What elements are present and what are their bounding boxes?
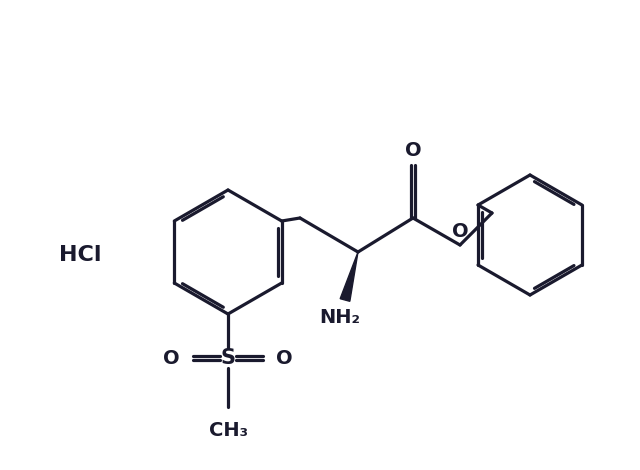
Text: O: O [163, 348, 180, 368]
Text: O: O [276, 348, 292, 368]
Text: NH₂: NH₂ [319, 308, 360, 327]
Text: O: O [452, 222, 468, 241]
Text: HCl: HCl [59, 245, 101, 265]
Text: S: S [221, 348, 236, 368]
Text: O: O [404, 141, 421, 160]
Text: CH₃: CH₃ [209, 421, 248, 440]
Polygon shape [340, 252, 358, 301]
